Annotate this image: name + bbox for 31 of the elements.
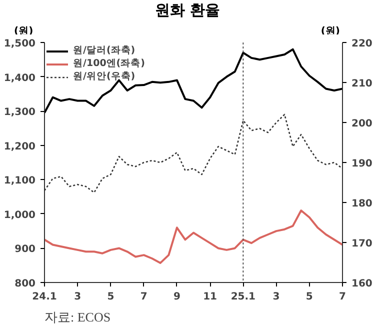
y2-tick-label: 180 <box>352 198 372 210</box>
x-tick-label: 9 <box>173 292 180 302</box>
y2-tick-label: 210 <box>352 78 372 90</box>
legend-label: 원/위안(우축) <box>73 70 136 83</box>
y2-tick-label: 220 <box>352 38 372 50</box>
y-tick-label: 1,100 <box>4 176 36 187</box>
y-tick-label: 1,400 <box>4 72 36 84</box>
x-tick-label: 11 <box>203 292 218 302</box>
x-tick-label: 25.1 <box>230 292 256 302</box>
y2-tick-label: 200 <box>352 118 372 130</box>
x-tick-label: 5 <box>107 292 114 302</box>
y-tick-label: 1,300 <box>4 107 36 118</box>
legend-label: 원/달러(좌축) <box>73 44 136 57</box>
text: 자료: ECOS <box>44 310 111 324</box>
chart-title: 원화 환율 <box>154 0 220 21</box>
x-tick-label: 7 <box>339 292 346 302</box>
y2-tick-label: 190 <box>352 158 372 170</box>
x-tick-label: 5 <box>306 292 313 302</box>
y2-tick-label: 160 <box>352 278 372 290</box>
x-tick-label: 3 <box>272 292 280 302</box>
legend-label: 원/100엔(좌축) <box>73 57 145 70</box>
line-series <box>44 210 342 264</box>
y-tick-label: 1,200 <box>4 141 36 152</box>
y-tick-label: 900 <box>14 244 36 256</box>
y-tick-label: 800 <box>14 278 36 290</box>
y-tick-label: 1,500 <box>4 38 36 50</box>
x-tick-label: 24.1 <box>32 292 57 302</box>
y2-tick-label: 170 <box>352 238 372 250</box>
x-tick-label: 3 <box>74 292 82 302</box>
y-tick-label: 1,000 <box>4 210 36 221</box>
x-tick-label: 7 <box>140 292 148 302</box>
